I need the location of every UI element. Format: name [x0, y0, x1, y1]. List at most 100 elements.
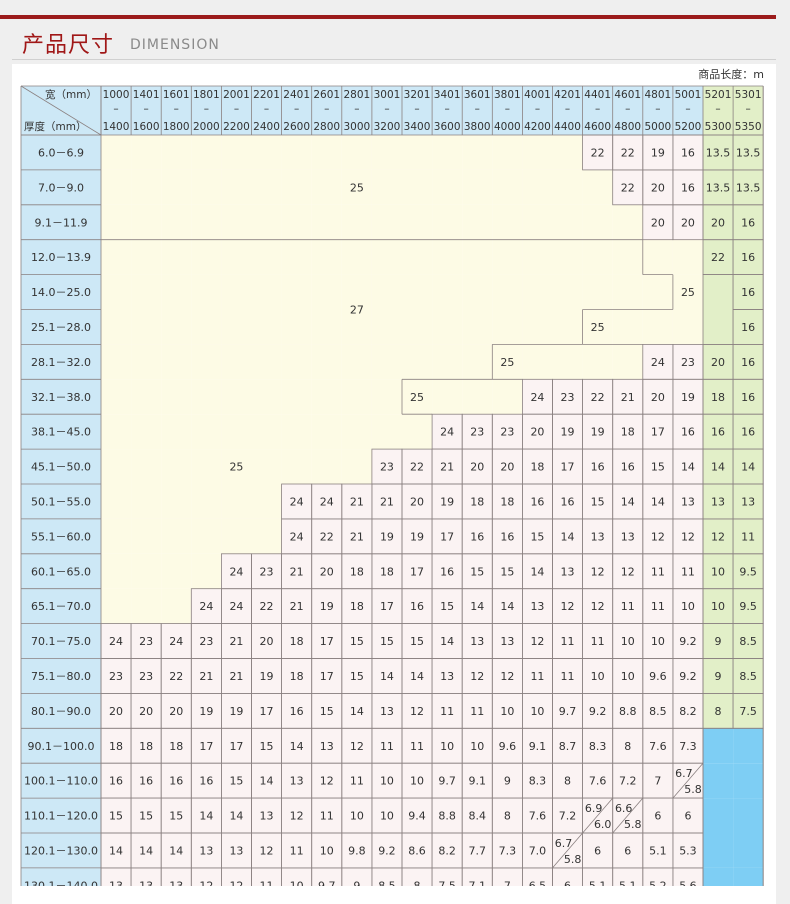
- cell-value: 5.1: [649, 844, 667, 857]
- cell-bg: [462, 518, 493, 554]
- cell-bg: [582, 204, 613, 240]
- cell-bg: [101, 204, 132, 240]
- cell-bg: [341, 449, 372, 484]
- cell-value: 14: [410, 670, 424, 683]
- cell-value-upper: 6.7: [675, 767, 693, 780]
- cell-value: 8.3: [529, 775, 547, 788]
- cell-bg: [251, 135, 282, 170]
- cell-bg: [191, 204, 222, 240]
- cell-bg: [582, 658, 613, 694]
- cell-bg: [552, 239, 583, 275]
- cell-bg: [522, 309, 553, 345]
- cell-value: 10: [320, 844, 334, 857]
- cell-bg: [402, 623, 433, 659]
- cell-bg: [582, 449, 613, 484]
- cell-value: 8.5: [649, 705, 667, 718]
- cell-value: 16: [410, 600, 424, 613]
- cell-bg: [492, 833, 523, 868]
- cell-value: 15: [229, 775, 243, 788]
- cell-value: 21: [229, 635, 243, 648]
- cell-bg: [703, 135, 734, 170]
- cell-bg: [462, 623, 493, 659]
- cell-value: 11: [530, 670, 544, 683]
- cell-bg: [642, 798, 673, 833]
- row-label: 32.1－38.0: [31, 391, 91, 404]
- cell-bg: [191, 484, 222, 519]
- cell-bg: [492, 763, 523, 799]
- cell-value: 15: [500, 565, 514, 578]
- column-header-to: 5200: [675, 121, 702, 133]
- cell-bg: [642, 623, 673, 659]
- cell-bg: [341, 239, 372, 275]
- column-header-dash: –: [204, 103, 209, 115]
- cell-bg: [432, 518, 463, 554]
- cell-bg: [582, 693, 613, 729]
- column-header-bg: [462, 86, 493, 135]
- cell-bg: [733, 518, 764, 554]
- column-header-to: 3600: [434, 121, 461, 133]
- cell-bg: [341, 518, 372, 554]
- cell-bg: [492, 553, 523, 589]
- column-header-to: 5350: [735, 121, 762, 133]
- cell-bg: [522, 239, 553, 275]
- cell-bg: [642, 344, 673, 380]
- cell-value: 13: [711, 495, 725, 508]
- cell-bg: [672, 728, 703, 764]
- cell-bg: [371, 135, 402, 170]
- cell-bg: [733, 274, 764, 310]
- cell-value: 21: [380, 495, 394, 508]
- cell-bg: [462, 763, 493, 799]
- cell-value: 9.7: [318, 879, 336, 886]
- cell-value: 20: [530, 426, 544, 439]
- cell-value: 12: [500, 670, 514, 683]
- cell-bg: [582, 553, 613, 589]
- cell-bg: [191, 449, 222, 484]
- cell-bg: [522, 344, 553, 380]
- merged-region-value: 25: [410, 391, 424, 404]
- cell-value: 13: [741, 495, 755, 508]
- cell-value: 19: [591, 426, 605, 439]
- cell-bg: [522, 728, 553, 764]
- cell-value: 23: [109, 670, 123, 683]
- cell-value: 11: [651, 565, 665, 578]
- cell-value: 24: [290, 495, 304, 508]
- cell-bg: [703, 344, 734, 380]
- cell-bg: [432, 693, 463, 729]
- split-cell-diagonal: [672, 762, 704, 799]
- cell-value: 9.6: [499, 740, 517, 753]
- cell-bg: [733, 204, 764, 240]
- column-header-from: 2801: [343, 89, 370, 101]
- cell-value: 12: [651, 530, 665, 543]
- cell-bg: [191, 763, 222, 799]
- cell-bg: [402, 867, 433, 886]
- cell-bg: [733, 693, 764, 729]
- cell-value: 13: [561, 565, 575, 578]
- cell-value: 9.7: [438, 775, 456, 788]
- cell-value: 7.5: [438, 879, 456, 886]
- cell-bg: [101, 274, 132, 310]
- cell-value: 16: [741, 251, 755, 264]
- cell-bg: [311, 239, 342, 275]
- cell-bg: [612, 588, 643, 624]
- cell-bg: [191, 553, 222, 589]
- cell-bg: [672, 553, 703, 589]
- cell-bg: [402, 204, 433, 240]
- cell-bg: [522, 763, 553, 799]
- cell-value: 10: [621, 635, 635, 648]
- header-divider: [12, 59, 776, 60]
- cell-bg: [221, 763, 252, 799]
- cell-bg: [733, 867, 764, 886]
- cell-bg: [733, 169, 764, 205]
- cell-bg: [642, 518, 673, 554]
- cell-bg: [612, 484, 643, 519]
- cell-bg: [672, 414, 703, 450]
- column-header-bg: [642, 86, 673, 135]
- column-header-bg: [402, 86, 433, 135]
- cell-value: 16: [741, 286, 755, 299]
- cell-value-lower: 5.8: [564, 853, 582, 866]
- cell-bg: [341, 623, 372, 659]
- cell-value: 24: [440, 426, 454, 439]
- section-header: 产品尺寸 DIMENSION: [0, 19, 790, 60]
- cell-bg: [251, 484, 282, 519]
- cell-bg: [552, 728, 583, 764]
